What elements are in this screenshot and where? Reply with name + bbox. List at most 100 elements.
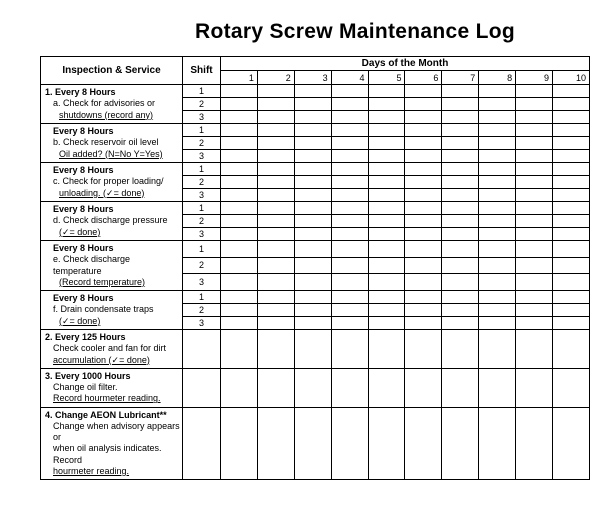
log-cell[interactable] (516, 274, 553, 291)
log-cell[interactable] (368, 228, 405, 241)
log-cell[interactable] (294, 304, 331, 317)
log-cell[interactable] (257, 202, 294, 215)
log-cell[interactable] (257, 274, 294, 291)
log-cell[interactable] (294, 111, 331, 124)
log-cell[interactable] (331, 111, 368, 124)
log-cell[interactable] (553, 228, 590, 241)
log-cell[interactable] (442, 317, 479, 330)
log-cell[interactable] (516, 176, 553, 189)
log-cell[interactable] (442, 274, 479, 291)
log-cell[interactable] (221, 368, 258, 407)
log-cell[interactable] (479, 407, 516, 480)
log-cell[interactable] (479, 150, 516, 163)
log-cell[interactable] (294, 257, 331, 274)
log-cell[interactable] (405, 150, 442, 163)
log-cell[interactable] (294, 291, 331, 304)
log-cell[interactable] (405, 228, 442, 241)
log-cell[interactable] (294, 215, 331, 228)
log-cell[interactable] (257, 317, 294, 330)
log-cell[interactable] (442, 137, 479, 150)
log-cell[interactable] (479, 228, 516, 241)
log-cell[interactable] (405, 163, 442, 176)
log-cell[interactable] (553, 304, 590, 317)
log-cell[interactable] (405, 176, 442, 189)
log-cell[interactable] (442, 228, 479, 241)
log-cell[interactable] (516, 241, 553, 258)
log-cell[interactable] (368, 304, 405, 317)
log-cell[interactable] (442, 111, 479, 124)
log-cell[interactable] (331, 241, 368, 258)
log-cell[interactable] (368, 317, 405, 330)
log-cell[interactable] (331, 124, 368, 137)
log-cell[interactable] (294, 317, 331, 330)
log-cell[interactable] (331, 202, 368, 215)
log-cell[interactable] (553, 137, 590, 150)
log-cell[interactable] (405, 330, 442, 369)
log-cell[interactable] (331, 407, 368, 480)
log-cell[interactable] (368, 176, 405, 189)
log-cell[interactable] (368, 330, 405, 369)
log-cell[interactable] (442, 241, 479, 258)
log-cell[interactable] (405, 291, 442, 304)
log-cell[interactable] (553, 202, 590, 215)
log-cell[interactable] (553, 368, 590, 407)
log-cell[interactable] (405, 274, 442, 291)
log-cell[interactable] (331, 189, 368, 202)
log-cell[interactable] (405, 368, 442, 407)
log-cell[interactable] (405, 137, 442, 150)
log-cell[interactable] (553, 176, 590, 189)
log-cell[interactable] (405, 202, 442, 215)
log-cell[interactable] (368, 111, 405, 124)
log-cell[interactable] (331, 215, 368, 228)
log-cell[interactable] (479, 111, 516, 124)
log-cell[interactable] (553, 407, 590, 480)
log-cell[interactable] (221, 111, 258, 124)
log-cell[interactable] (368, 124, 405, 137)
log-cell[interactable] (516, 291, 553, 304)
log-cell[interactable] (516, 228, 553, 241)
log-cell[interactable] (442, 202, 479, 215)
log-cell[interactable] (553, 124, 590, 137)
log-cell[interactable] (294, 274, 331, 291)
log-cell[interactable] (479, 317, 516, 330)
log-cell[interactable] (294, 228, 331, 241)
log-cell[interactable] (221, 317, 258, 330)
log-cell[interactable] (442, 257, 479, 274)
log-cell[interactable] (442, 330, 479, 369)
log-cell[interactable] (221, 330, 258, 369)
log-cell[interactable] (257, 291, 294, 304)
log-cell[interactable] (257, 137, 294, 150)
log-cell[interactable] (479, 176, 516, 189)
log-cell[interactable] (516, 407, 553, 480)
log-cell[interactable] (221, 304, 258, 317)
log-cell[interactable] (516, 124, 553, 137)
log-cell[interactable] (442, 98, 479, 111)
log-cell[interactable] (221, 150, 258, 163)
log-cell[interactable] (221, 215, 258, 228)
log-cell[interactable] (516, 150, 553, 163)
log-cell[interactable] (331, 163, 368, 176)
log-cell[interactable] (479, 241, 516, 258)
log-cell[interactable] (479, 137, 516, 150)
log-cell[interactable] (221, 241, 258, 258)
log-cell[interactable] (405, 257, 442, 274)
log-cell[interactable] (516, 98, 553, 111)
log-cell[interactable] (257, 189, 294, 202)
log-cell[interactable] (331, 176, 368, 189)
log-cell[interactable] (405, 85, 442, 98)
log-cell[interactable] (368, 215, 405, 228)
log-cell[interactable] (294, 176, 331, 189)
log-cell[interactable] (257, 111, 294, 124)
log-cell[interactable] (479, 124, 516, 137)
log-cell[interactable] (368, 189, 405, 202)
log-cell[interactable] (442, 368, 479, 407)
log-cell[interactable] (405, 241, 442, 258)
log-cell[interactable] (553, 330, 590, 369)
log-cell[interactable] (516, 330, 553, 369)
log-cell[interactable] (405, 317, 442, 330)
log-cell[interactable] (516, 215, 553, 228)
log-cell[interactable] (331, 257, 368, 274)
log-cell[interactable] (553, 150, 590, 163)
log-cell[interactable] (516, 304, 553, 317)
log-cell[interactable] (442, 85, 479, 98)
